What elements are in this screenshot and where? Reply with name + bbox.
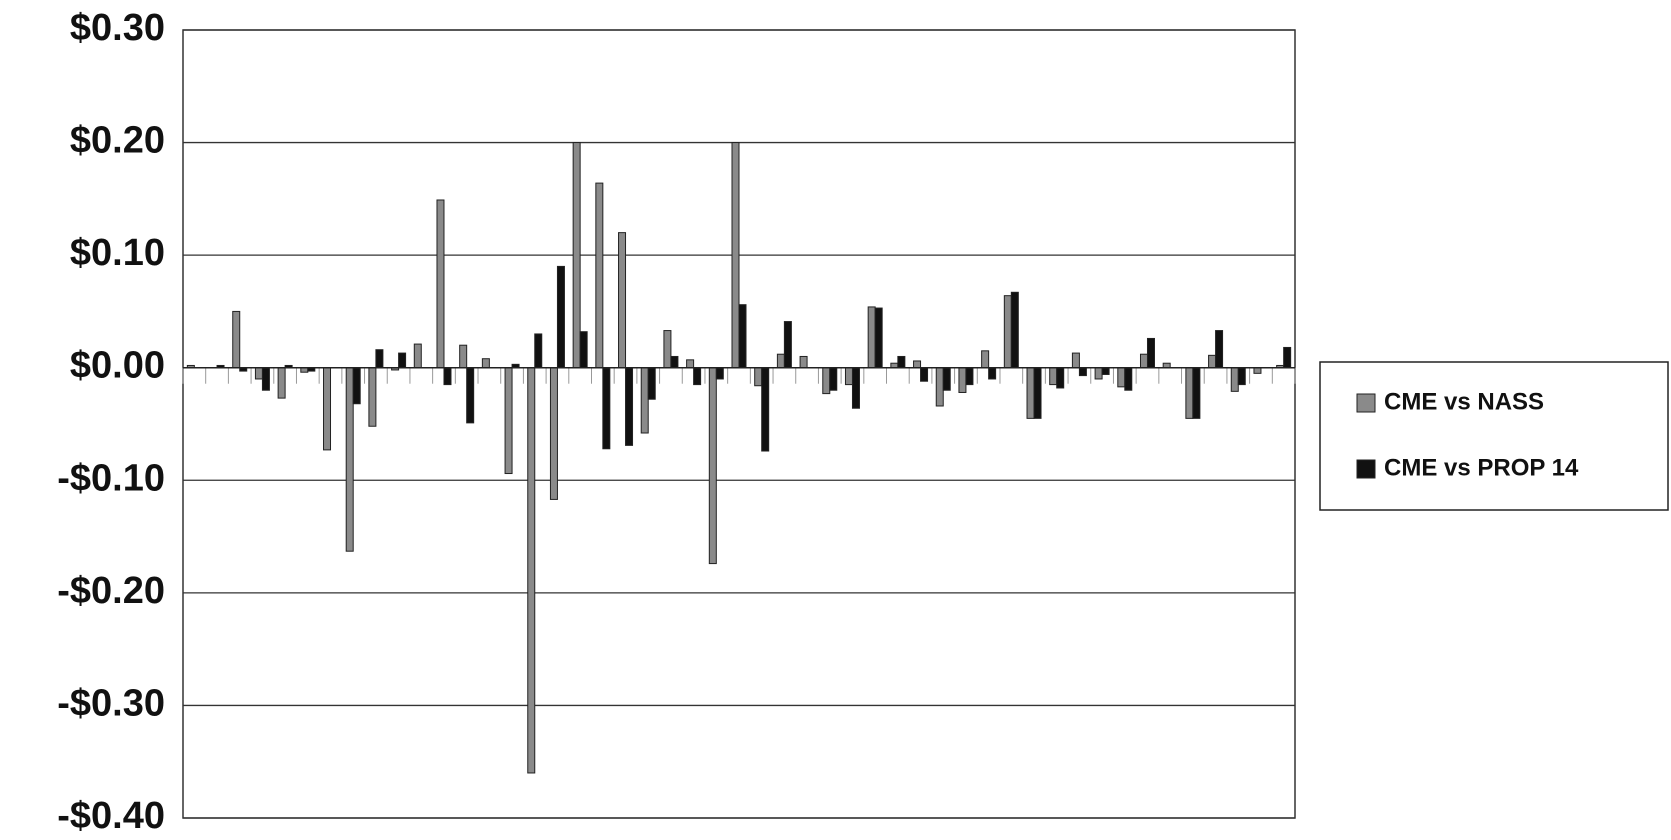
legend-box [1319,361,1669,511]
bar [1139,353,1148,369]
bar [481,358,490,369]
bar [413,343,422,369]
bar [897,355,906,369]
bar [731,142,740,369]
bar [277,367,286,399]
bar [1185,367,1194,419]
bar [1283,346,1292,369]
bar [1094,367,1103,380]
bar [822,367,831,395]
bar [851,367,860,409]
bar [549,367,558,500]
y-tick-label: -$0.10 [57,457,165,499]
y-tick-label: $0.00 [70,345,165,387]
bar [232,310,241,369]
bar [579,331,588,369]
bar [443,367,452,386]
bar [844,367,853,386]
bar [965,367,974,386]
bar [459,344,468,369]
bar [1003,295,1012,369]
bar [1230,367,1239,392]
bar [1056,367,1065,389]
bar [715,367,724,380]
bar [829,367,838,391]
bar [1117,367,1126,388]
bar [1253,367,1262,374]
bar [375,349,384,369]
bar [783,321,792,369]
y-tick-label: $0.20 [70,120,165,162]
bar [942,367,951,391]
bar [1124,367,1133,391]
bar [1192,367,1201,419]
bar [1215,330,1224,369]
legend-label: CME vs NASS [1384,388,1544,415]
bar [618,232,627,369]
bar [504,367,513,475]
bar [867,306,876,369]
bar [920,367,929,382]
bar [368,367,377,427]
bar [935,367,944,407]
bar [527,367,536,774]
bar [693,367,702,386]
bar [738,304,747,369]
bar [988,367,997,380]
y-tick-label: -$0.40 [57,795,165,837]
bar [1033,367,1042,419]
bar [874,307,883,369]
bar [981,350,990,369]
legend-label: CME vs PROP 14 [1384,454,1579,481]
bar [754,367,763,387]
bar [345,367,354,552]
bar [958,367,967,393]
bar [254,367,263,380]
bar [708,367,717,565]
bar [556,265,565,369]
bar [602,367,611,450]
bar [686,359,695,369]
bar [663,330,672,369]
bar [323,367,332,451]
bar [625,367,634,446]
bar [1146,337,1155,369]
bar [776,353,785,369]
y-tick-label: $0.30 [70,7,165,49]
bar [761,367,770,452]
bar [1101,367,1110,375]
bar [261,367,270,391]
bar [913,360,922,369]
y-tick-label: -$0.30 [57,682,165,724]
bar [1071,352,1080,369]
bar [1237,367,1246,386]
legend-swatch [1356,459,1376,479]
bar [534,333,543,369]
bar [1026,367,1035,419]
bar [466,367,475,424]
bar [398,352,407,369]
bar [595,182,604,369]
legend-swatch [1356,393,1376,413]
bar [640,367,649,434]
bar [436,199,445,369]
bar [1010,291,1019,369]
bar [647,367,656,400]
bar [1049,367,1058,386]
bar [1208,354,1217,369]
y-tick-label: -$0.20 [57,570,165,612]
y-tick-label: $0.10 [70,232,165,274]
bar [572,142,581,369]
bar [352,367,361,405]
bar [799,355,808,369]
bar [670,355,679,369]
bar [1078,367,1087,377]
